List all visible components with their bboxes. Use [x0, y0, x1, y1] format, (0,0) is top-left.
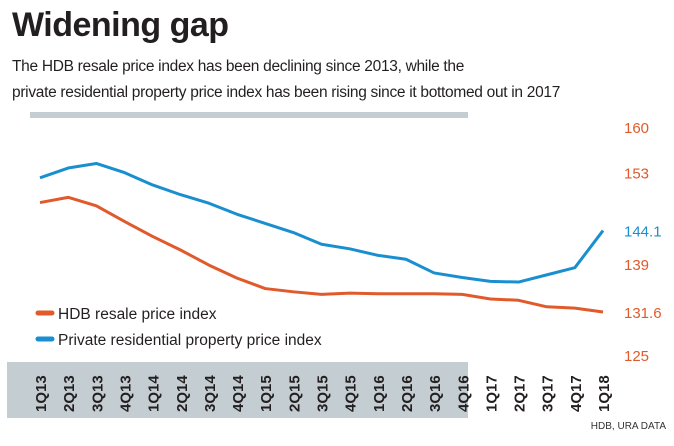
legend-label: Private residential property price index [58, 332, 322, 349]
y-tick-label: 139 [624, 257, 649, 274]
x-tick-label: 4Q15 [343, 375, 360, 412]
x-tick-label: 4Q13 [117, 375, 134, 412]
y-tick-label: 125 [624, 348, 649, 365]
legend-label: HDB resale price index [58, 306, 217, 323]
y-tick-label: 144.1 [624, 224, 662, 241]
x-tick-label: 4Q16 [455, 375, 472, 412]
y-tick-label: 160 [624, 120, 649, 137]
x-tick-label: 2Q17 [512, 375, 529, 412]
x-tick-label: 4Q14 [230, 375, 247, 412]
y-tick-label: 131.6 [624, 305, 662, 322]
x-tick-label: 1Q16 [371, 375, 388, 412]
x-tick-label: 3Q13 [89, 375, 106, 412]
x-tick-label: 3Q17 [540, 375, 557, 412]
subtitle-line-1: The HDB resale price index has been decl… [12, 58, 465, 75]
x-axis-band [7, 362, 468, 418]
x-tick-label: 3Q16 [427, 375, 444, 412]
x-tick-label: 1Q14 [146, 375, 163, 412]
x-tick-label: 2Q16 [399, 375, 416, 412]
y-tick-label: 153 [624, 166, 649, 183]
chart-title: Widening gap [12, 6, 229, 44]
x-tick-label: 3Q14 [202, 375, 219, 412]
x-tick-label: 2Q13 [61, 375, 78, 412]
x-tick-label: 2Q15 [286, 375, 303, 412]
x-tick-label: 3Q15 [315, 375, 332, 412]
x-tick-label: 1Q15 [258, 375, 275, 412]
subtitle-line-2: private residential property price index… [12, 84, 561, 101]
top-divider [30, 112, 468, 118]
series-line-0 [39, 195, 604, 314]
source-note: HDB, URA DATA [590, 421, 666, 432]
x-tick-label: 4Q17 [568, 375, 585, 412]
x-tick-label: 1Q13 [33, 375, 50, 412]
x-tick-label: 1Q17 [483, 375, 500, 412]
x-tick-label: 2Q14 [174, 375, 191, 412]
x-tick-label: 1Q18 [596, 375, 613, 412]
